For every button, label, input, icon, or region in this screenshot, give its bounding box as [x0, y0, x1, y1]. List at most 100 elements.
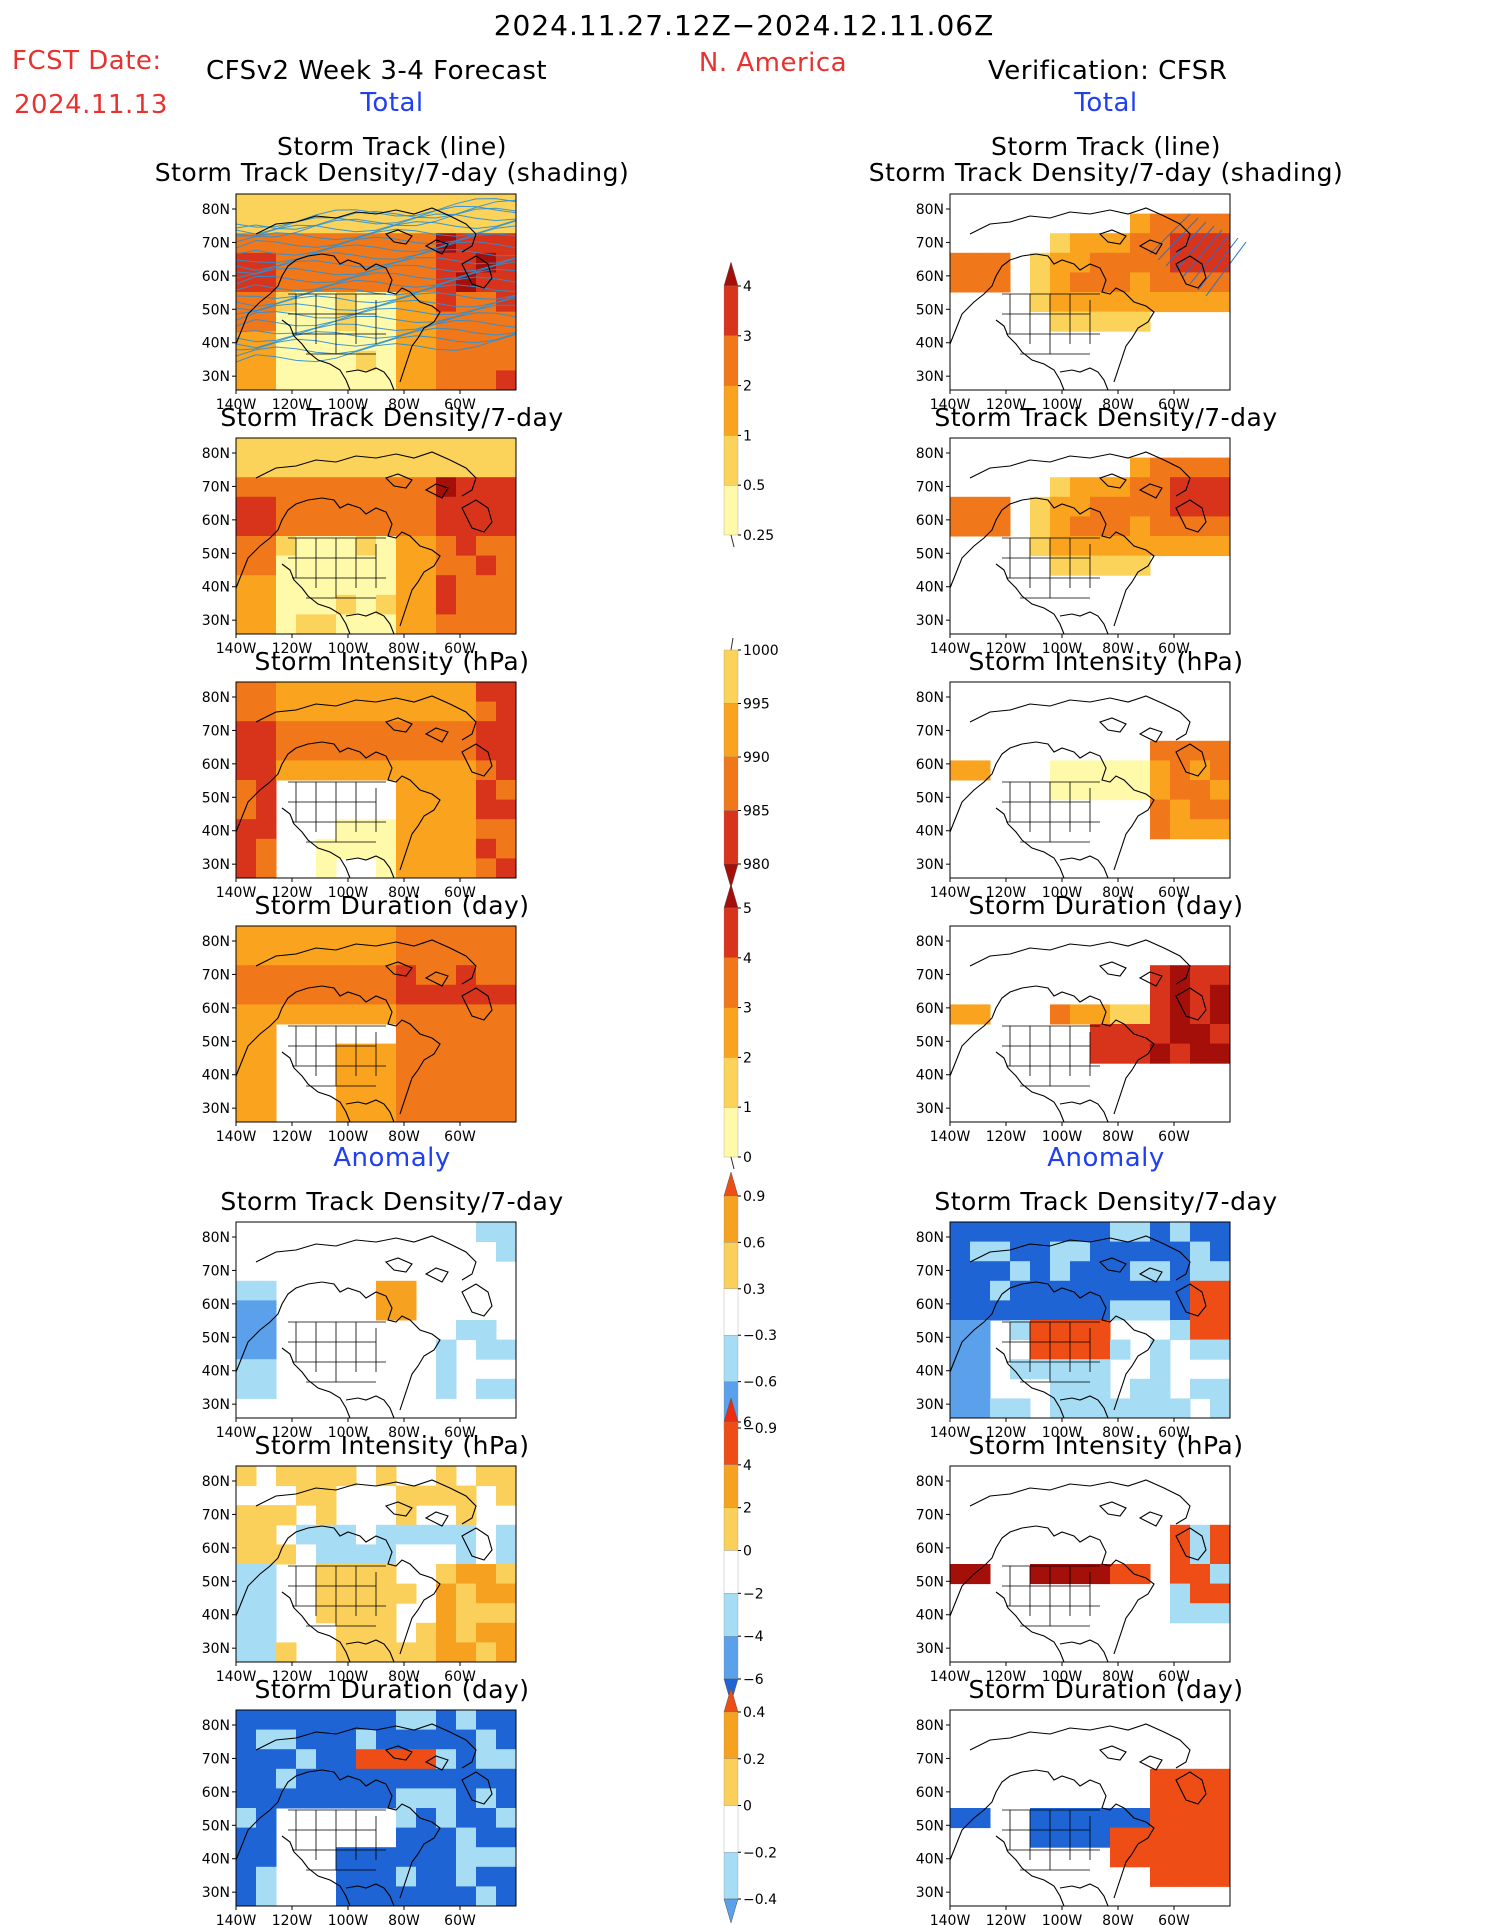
- svg-text:60N: 60N: [202, 757, 230, 773]
- svg-text:40N: 40N: [202, 824, 230, 840]
- svg-text:70N: 70N: [202, 235, 230, 251]
- fcst-label: FCST Date:: [12, 46, 162, 76]
- svg-text:120W: 120W: [986, 1129, 1027, 1145]
- period-title: 2024.11.27.12Z−2024.12.11.06Z: [493, 9, 995, 42]
- svg-text:80W: 80W: [1102, 1425, 1134, 1441]
- svg-text:0: 0: [743, 1544, 752, 1560]
- svg-text:3: 3: [743, 329, 752, 345]
- svg-text:60N: 60N: [916, 513, 944, 529]
- colorbar-duration-total: 5 4 3 2 1 0: [723, 883, 752, 1170]
- svg-text:60W: 60W: [444, 641, 476, 657]
- svg-text:140W: 140W: [216, 641, 257, 657]
- svg-text:80W: 80W: [388, 641, 420, 657]
- svg-text:120W: 120W: [986, 1669, 1027, 1685]
- svg-text:1: 1: [743, 428, 752, 444]
- svg-text:120W: 120W: [272, 1425, 313, 1441]
- svg-text:140W: 140W: [930, 641, 971, 657]
- svg-text:60N: 60N: [916, 1297, 944, 1313]
- svg-text:60N: 60N: [202, 1541, 230, 1557]
- anomaly-label-right: Anomaly: [1047, 1143, 1165, 1173]
- map-duration-anom-forecast: 80N 70N 60N 50N 40N 30N 140W 120W 100W 80W 60W: [202, 1709, 517, 1925]
- svg-text:50N: 50N: [202, 302, 230, 318]
- model-title: CFSv2 Week 3-4 Forecast: [206, 56, 548, 86]
- svg-text:60W: 60W: [1158, 885, 1190, 901]
- svg-text:80W: 80W: [388, 397, 420, 413]
- svg-text:40N: 40N: [916, 1364, 944, 1380]
- svg-text:80W: 80W: [1102, 885, 1134, 901]
- svg-text:40N: 40N: [916, 1852, 944, 1868]
- svg-text:5: 5: [743, 901, 752, 917]
- svg-text:30N: 30N: [916, 369, 944, 385]
- svg-text:0.25: 0.25: [743, 528, 774, 544]
- svg-text:140W: 140W: [216, 885, 257, 901]
- svg-text:140W: 140W: [216, 1129, 257, 1145]
- svg-text:80W: 80W: [388, 1129, 420, 1145]
- svg-text:140W: 140W: [930, 1129, 971, 1145]
- title-intensity-anom-left: Storm Intensity (hPa): [254, 1431, 530, 1460]
- svg-text:30N: 30N: [202, 857, 230, 873]
- svg-text:3: 3: [743, 1001, 752, 1017]
- svg-text:30N: 30N: [916, 1885, 944, 1901]
- svg-text:60W: 60W: [1158, 1129, 1190, 1145]
- svg-text:140W: 140W: [216, 397, 257, 413]
- svg-text:−0.6: −0.6: [743, 1375, 777, 1391]
- svg-text:80N: 80N: [202, 690, 230, 706]
- svg-text:140W: 140W: [930, 397, 971, 413]
- svg-text:50N: 50N: [916, 546, 944, 562]
- svg-text:60W: 60W: [444, 1425, 476, 1441]
- svg-text:980: 980: [743, 857, 770, 873]
- svg-text:40N: 40N: [202, 1364, 230, 1380]
- colorbar-intensity-total: 1000 995 990 985 980: [723, 637, 779, 889]
- svg-text:70N: 70N: [202, 723, 230, 739]
- svg-text:50N: 50N: [202, 1330, 230, 1346]
- svg-text:60W: 60W: [1158, 1913, 1190, 1925]
- svg-text:80N: 80N: [202, 1718, 230, 1734]
- svg-text:50N: 50N: [916, 302, 944, 318]
- svg-text:70N: 70N: [916, 723, 944, 739]
- svg-text:−0.4: −0.4: [743, 1892, 777, 1908]
- svg-text:140W: 140W: [930, 885, 971, 901]
- svg-text:−6: −6: [743, 1672, 764, 1688]
- svg-text:60N: 60N: [202, 513, 230, 529]
- svg-text:50N: 50N: [202, 1818, 230, 1834]
- svg-text:80N: 80N: [202, 1474, 230, 1490]
- title-density-left: Storm Track Density/7-day: [220, 403, 564, 432]
- svg-text:4: 4: [743, 951, 752, 967]
- svg-text:0: 0: [743, 1150, 752, 1166]
- svg-text:60N: 60N: [916, 1001, 944, 1017]
- svg-text:120W: 120W: [986, 641, 1027, 657]
- svg-text:100W: 100W: [328, 1129, 369, 1145]
- title-track-line-left: Storm Track (line): [276, 132, 508, 161]
- svg-text:1000: 1000: [743, 643, 779, 659]
- title-density-anom-right: Storm Track Density/7-day: [934, 1187, 1278, 1216]
- svg-text:4: 4: [743, 279, 752, 295]
- svg-text:80W: 80W: [388, 1913, 420, 1925]
- title-track-shading-left: Storm Track Density/7-day (shading): [154, 158, 630, 187]
- svg-text:120W: 120W: [986, 1913, 1027, 1925]
- svg-text:30N: 30N: [916, 1641, 944, 1657]
- svg-text:60N: 60N: [202, 269, 230, 285]
- svg-text:−0.3: −0.3: [743, 1328, 777, 1344]
- svg-text:60W: 60W: [1158, 641, 1190, 657]
- svg-text:140W: 140W: [216, 1669, 257, 1685]
- svg-text:2: 2: [743, 1501, 752, 1517]
- title-intensity-anom-right: Storm Intensity (hPa): [968, 1431, 1244, 1460]
- svg-text:70N: 70N: [202, 1263, 230, 1279]
- svg-text:0.6: 0.6: [743, 1235, 765, 1251]
- svg-text:100W: 100W: [1042, 1129, 1083, 1145]
- svg-text:0.9: 0.9: [743, 1189, 765, 1205]
- svg-text:70N: 70N: [916, 479, 944, 495]
- svg-text:120W: 120W: [986, 397, 1027, 413]
- svg-text:80N: 80N: [916, 202, 944, 218]
- svg-text:50N: 50N: [916, 1818, 944, 1834]
- svg-text:140W: 140W: [930, 1913, 971, 1925]
- svg-text:120W: 120W: [272, 1129, 313, 1145]
- svg-text:0.4: 0.4: [743, 1705, 765, 1721]
- svg-text:30N: 30N: [202, 1641, 230, 1657]
- svg-text:70N: 70N: [202, 967, 230, 983]
- svg-text:70N: 70N: [202, 1507, 230, 1523]
- title-duration-right: Storm Duration (day): [968, 891, 1244, 920]
- svg-text:70N: 70N: [916, 1751, 944, 1767]
- svg-text:100W: 100W: [1042, 885, 1083, 901]
- title-intensity-right: Storm Intensity (hPa): [968, 647, 1244, 676]
